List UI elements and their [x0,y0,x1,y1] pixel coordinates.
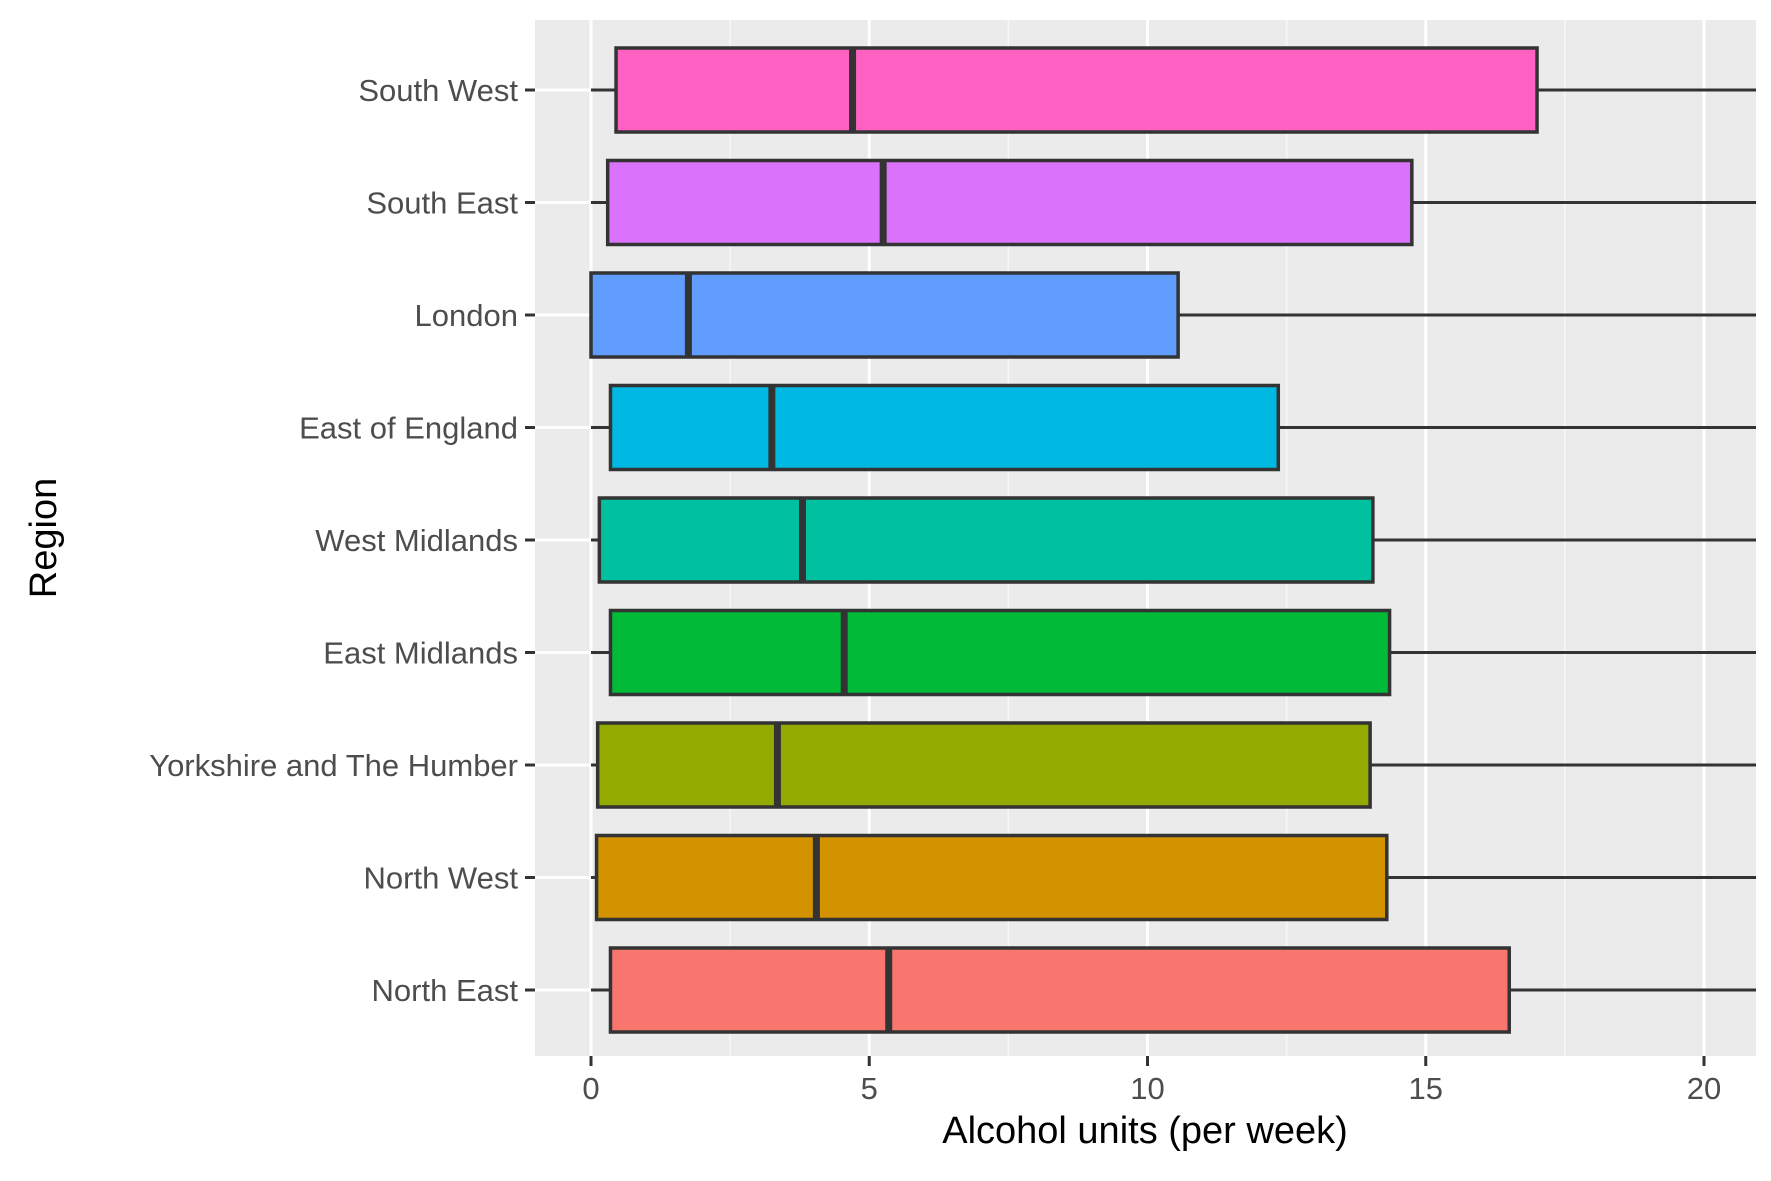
box-body [608,608,1392,697]
x-tick-label: 15 [1409,1071,1443,1106]
x-tick-label: 5 [861,1071,878,1106]
box-body [597,496,1375,584]
box-body [589,271,1180,359]
box-body [608,946,1511,1034]
box-east-of-england [591,383,1756,472]
box-body [594,833,1389,922]
box-south-west [591,46,1756,134]
y-tick-label: South West [358,73,518,108]
box-series [589,46,1756,1034]
x-axis-title: Alcohol units (per week) [942,1110,1348,1152]
box-west-midlands [591,496,1756,584]
y-tick-label: South East [366,186,518,221]
box-body [608,383,1281,472]
y-tick-label: East Midlands [323,636,518,671]
box-body [614,46,1539,134]
box-east-midlands [591,608,1756,697]
x-tick-label: 10 [1130,1071,1164,1106]
box-north-west [591,833,1756,922]
box-north-east [591,946,1756,1034]
box-london [589,271,1756,359]
y-tick-label: West Midlands [315,523,518,558]
y-tick-label: London [415,298,518,333]
y-axis-title: Region [23,478,65,598]
y-tick-label: East of England [299,411,518,446]
x-tick-label: 20 [1687,1071,1721,1106]
y-axis: North East North West Yorkshire and The Hu… [149,73,535,1008]
y-tick-label: North East [372,973,519,1008]
box-yorkshire-and-the-humber [591,721,1756,809]
x-axis: 0 5 10 15 20 [582,1056,1721,1106]
box-south-east [591,158,1756,247]
y-tick-label: Yorkshire and The Humber [149,748,518,783]
y-tick-label: North West [364,861,519,896]
box-body [595,721,1372,809]
box-body [605,158,1414,247]
x-tick-label: 0 [582,1071,599,1106]
